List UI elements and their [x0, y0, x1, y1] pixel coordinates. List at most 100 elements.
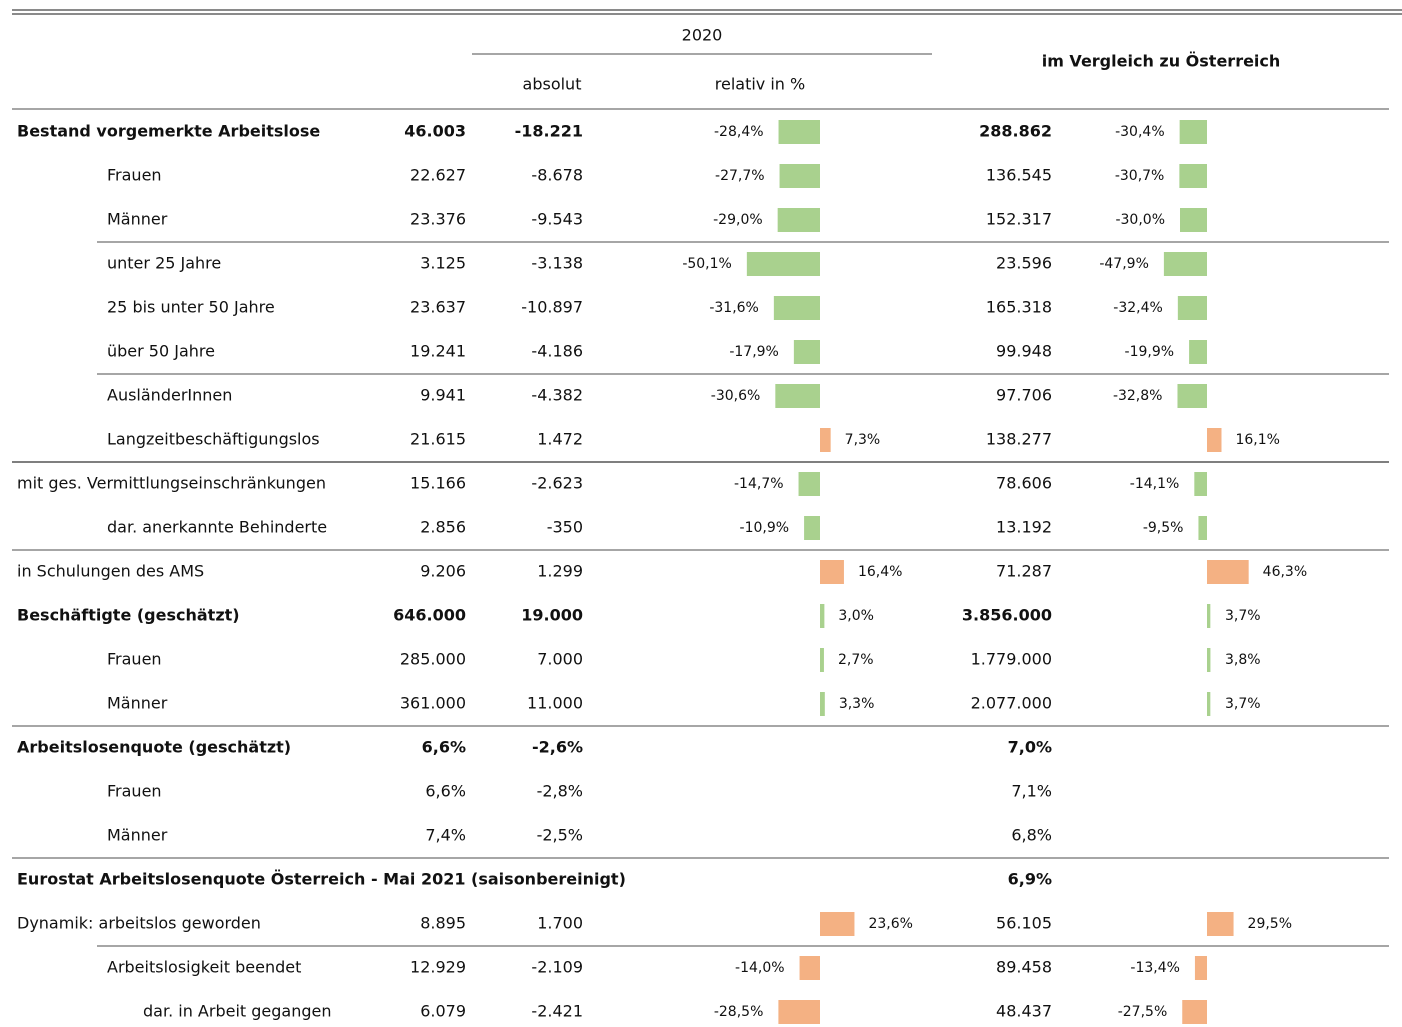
absolut: -2,8% — [537, 782, 583, 801]
bar — [1182, 1000, 1207, 1024]
value: 6.079 — [420, 1002, 466, 1021]
row-label: Männer — [107, 826, 168, 845]
at-value: 56.105 — [996, 914, 1052, 933]
value: 23.637 — [410, 298, 466, 317]
at-value: 6,9% — [1008, 870, 1052, 889]
row-label: in Schulungen des AMS — [17, 562, 204, 581]
bar-label: -50,1% — [682, 256, 732, 272]
bar-label: -14,1% — [1130, 476, 1180, 492]
bar — [798, 472, 820, 496]
row-label: Frauen — [107, 782, 162, 801]
row-label: Langzeitbeschäftigungslos — [107, 430, 320, 449]
value: 361.000 — [400, 694, 466, 713]
bar — [778, 1000, 820, 1024]
at-value: 165.318 — [986, 298, 1052, 317]
at-value: 23.596 — [996, 254, 1052, 273]
bar — [1198, 516, 1207, 540]
value: 6,6% — [425, 782, 466, 801]
bar-label: 3,3% — [839, 696, 875, 712]
at-value: 152.317 — [986, 210, 1052, 229]
bar — [799, 956, 820, 980]
bar — [820, 912, 855, 936]
value: 7,4% — [425, 826, 466, 845]
row-label: Arbeitslosenquote (geschätzt) — [17, 738, 291, 757]
bar — [1207, 912, 1234, 936]
at-value: 97.706 — [996, 386, 1052, 405]
absolut: 7.000 — [537, 650, 583, 669]
row-label: mit ges. Vermittlungseinschränkungen — [17, 474, 326, 493]
bar-label: 3,7% — [1225, 696, 1261, 712]
bar-label: 7,3% — [845, 432, 881, 448]
absolut: -9.543 — [531, 210, 583, 229]
row-label: Frauen — [107, 166, 162, 185]
at-value: 288.862 — [979, 122, 1052, 141]
at-value: 6,8% — [1011, 826, 1052, 845]
value: 19.241 — [410, 342, 466, 361]
bar-label: 3,7% — [1225, 608, 1261, 624]
absolut-header: absolut — [523, 75, 582, 94]
absolut: -2,6% — [532, 738, 583, 757]
bar-label: -10,9% — [740, 520, 790, 536]
at-value: 136.545 — [986, 166, 1052, 185]
bar — [775, 384, 820, 408]
bar — [1194, 956, 1207, 980]
bar-label: -47,9% — [1099, 256, 1149, 272]
bar-label: -32,8% — [1113, 388, 1163, 404]
value: 8.895 — [420, 914, 466, 933]
absolut: 19.000 — [521, 606, 583, 625]
row-label: 25 bis unter 50 Jahre — [107, 298, 275, 317]
row-label: dar. anerkannte Behinderte — [107, 518, 327, 537]
value: 3.125 — [420, 254, 466, 273]
row-label: AusländerInnen — [107, 386, 232, 405]
absolut: -4.186 — [531, 342, 583, 361]
row-label: Bestand vorgemerkte Arbeitslose — [17, 122, 320, 141]
value: 285.000 — [400, 650, 466, 669]
absolut: -2,5% — [537, 826, 583, 845]
bar — [820, 648, 824, 672]
bar-label: -19,9% — [1125, 344, 1175, 360]
row-label: Arbeitslosigkeit beendet — [107, 958, 301, 977]
bar — [1207, 648, 1211, 672]
at-value: 3.856.000 — [962, 606, 1052, 625]
bar-label: 16,4% — [858, 564, 902, 580]
bar-label: -13,4% — [1130, 960, 1180, 976]
absolut: -2.421 — [531, 1002, 583, 1021]
bar-label: -9,5% — [1143, 520, 1184, 536]
at-value: 7,0% — [1008, 738, 1052, 757]
value: 646.000 — [393, 606, 466, 625]
row-label: über 50 Jahre — [107, 342, 215, 361]
bar — [1177, 296, 1207, 320]
bar-label: -30,4% — [1115, 124, 1165, 140]
bar-label: -30,6% — [711, 388, 761, 404]
bar-label: 23,6% — [868, 916, 912, 932]
absolut: -3.138 — [531, 254, 583, 273]
bar — [820, 604, 825, 628]
bar — [1207, 428, 1222, 452]
bar — [1163, 252, 1207, 276]
at-value: 7,1% — [1011, 782, 1052, 801]
relativ-header: relativ in % — [715, 75, 805, 94]
at-value: 1.779.000 — [971, 650, 1052, 669]
value: 23.376 — [410, 210, 466, 229]
at-value: 78.606 — [996, 474, 1052, 493]
bar — [1207, 604, 1211, 628]
bar — [1207, 560, 1249, 584]
bar — [1179, 164, 1207, 188]
bar-label: -31,6% — [709, 300, 759, 316]
at-value: 138.277 — [986, 430, 1052, 449]
row-label: unter 25 Jahre — [107, 254, 221, 273]
absolut: -2.623 — [531, 474, 583, 493]
bar-label: -14,7% — [734, 476, 784, 492]
comparison-header: im Vergleich zu Österreich — [1042, 52, 1281, 71]
bar-label: 3,0% — [838, 608, 874, 624]
bar — [778, 120, 820, 144]
absolut: -8.678 — [531, 166, 583, 185]
at-value: 99.948 — [996, 342, 1052, 361]
bar-label: -29,0% — [713, 212, 763, 228]
at-value: 48.437 — [996, 1002, 1052, 1021]
bar — [1177, 384, 1207, 408]
bar — [1180, 208, 1207, 232]
bar-label: 29,5% — [1248, 916, 1292, 932]
value: 9.941 — [420, 386, 466, 405]
